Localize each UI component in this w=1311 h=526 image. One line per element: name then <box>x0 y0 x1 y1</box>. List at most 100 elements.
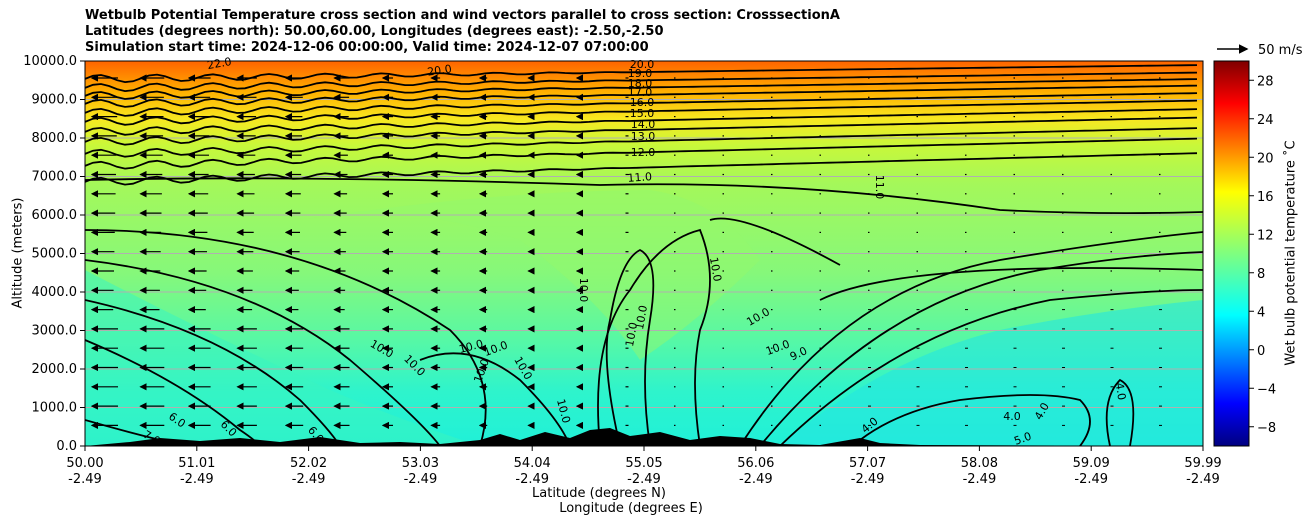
contour-line-lower <box>85 177 1203 215</box>
contour-label: 22.0 <box>206 55 232 72</box>
y-tick-label: 8000.0 <box>32 131 78 146</box>
warm-pocket <box>300 190 760 360</box>
contour-line-lower <box>859 394 1091 446</box>
colorbar-tick-label: 28 <box>1257 74 1274 89</box>
x-tick-label-lon: -2.49 <box>963 472 997 487</box>
contour-label: 10.0 <box>707 256 724 282</box>
colorbar-tick-label: 20 <box>1257 151 1274 166</box>
contour-line-lower <box>605 248 655 446</box>
title-line-3: Simulation start time: 2024-12-06 00:00:… <box>85 40 649 55</box>
contour-label: 10.0 <box>633 304 650 330</box>
x-tick-label-lat: 56.06 <box>737 456 774 471</box>
y-axis: 0.0 1000.0 2000.0 3000.0 4000.0 5000.0 6000.0 7… <box>23 54 85 454</box>
y-tick-label: 1000.0 <box>32 401 78 416</box>
contour-line-lower <box>419 352 571 446</box>
terrain <box>85 428 1203 446</box>
contour-line-upper <box>85 152 1198 186</box>
x-tick-label-lon: -2.49 <box>627 472 661 487</box>
y-tick-label: 0.0 <box>56 439 77 454</box>
contour-line-upper <box>85 92 1198 117</box>
x-tick-label-lon: -2.49 <box>515 472 549 487</box>
x-axis: 50.00-2.4951.01-2.4952.02-2.4953.03-2.49… <box>66 446 1222 487</box>
contour-line-lower <box>759 251 1203 446</box>
contour-label: 20.0 <box>630 58 655 71</box>
y-tick-label: 2000.0 <box>32 362 78 377</box>
contour-label: 14.0 <box>631 118 656 131</box>
y-tick-label: 9000.0 <box>32 93 78 108</box>
contour-line-upper <box>85 84 1198 108</box>
contour-label: 19.0 <box>628 67 653 80</box>
y-tick-label: 4000.0 <box>32 285 78 300</box>
x-tick-label-lon: -2.49 <box>851 472 885 487</box>
chart-title: Wetbulb Potential Temperature cross sect… <box>85 8 840 56</box>
contour-line-upper <box>85 137 1198 170</box>
contour-lines <box>85 64 1203 446</box>
contour-line-lower <box>1105 378 1135 446</box>
contour-label: 4.0 <box>1003 410 1021 423</box>
x-tick-label-lat: 54.04 <box>514 456 551 471</box>
contour-line-lower <box>709 217 841 266</box>
contour-label: 20.0 <box>426 62 452 78</box>
contour-label: 10.0 <box>623 321 640 347</box>
x-tick-label-lon: -2.49 <box>1074 472 1108 487</box>
contour-line-upper <box>85 78 1198 100</box>
contour-line-lower <box>779 289 1203 446</box>
contour-label: 10.0 <box>577 278 590 303</box>
contour-label: 11.0 <box>627 170 652 185</box>
x-axis-label-latitude: Latitude (degrees N) <box>532 486 666 501</box>
cold-region-right <box>780 300 1203 446</box>
colorbar-label: Wet bulb potential temperature ˚C <box>1283 140 1299 366</box>
contour-line-lower <box>739 231 1203 446</box>
y-tick-label: 7000.0 <box>32 170 78 185</box>
contour-line-lower <box>597 228 711 446</box>
contour-label: 16.0 <box>630 96 655 109</box>
y-tick-label: 6000.0 <box>32 208 78 223</box>
wind-vectors <box>90 74 1162 429</box>
x-tick-label-lat: 57.07 <box>849 456 886 471</box>
contour-label: 5.0 <box>1012 430 1033 448</box>
x-tick-label-lat: 59.09 <box>1073 456 1110 471</box>
x-tick-label-lon: -2.49 <box>739 472 773 487</box>
contour-label: 10.0 <box>554 398 573 425</box>
plot-area <box>85 61 1203 446</box>
x-tick-label-lat: 59.99 <box>1184 456 1221 471</box>
contour-label: 10.0 <box>458 337 485 356</box>
x-axis-label-longitude: Longitude (degrees E) <box>559 501 703 516</box>
contour-line-upper <box>85 71 1198 93</box>
x-tick-label-lon: -2.49 <box>180 472 214 487</box>
contour-line-lower <box>819 267 1203 301</box>
colorbar <box>1213 60 1250 447</box>
contour-line-upper <box>85 99 1198 126</box>
contour-label: 15.0 <box>630 107 655 120</box>
contour-line-upper <box>85 127 1198 158</box>
colorbar-tick-label: 8 <box>1257 267 1265 282</box>
x-tick-label-lon: -2.49 <box>68 472 102 487</box>
y-tick-label: 3000.0 <box>32 324 78 339</box>
x-tick-label-lat: 52.02 <box>290 456 327 471</box>
x-tick-label-lat: 55.05 <box>625 456 662 471</box>
y-tick-label: 5000.0 <box>32 247 78 262</box>
contour-line-lower <box>85 259 441 446</box>
contour-label: 12.0 <box>631 146 656 159</box>
x-tick-label-lat: 50.00 <box>66 456 103 471</box>
x-tick-label-lon: -2.49 <box>404 472 438 487</box>
title-line-2: Latitudes (degrees north): 50.00,60.00, … <box>85 24 664 39</box>
contour-line-upper <box>85 64 1198 84</box>
colorbar-tick-label: 12 <box>1257 228 1274 243</box>
y-tick-label: 10000.0 <box>23 54 77 69</box>
colorbar-tick-label: 0 <box>1257 344 1265 359</box>
x-tick-label-lat: 58.08 <box>961 456 998 471</box>
contour-label: 18.0 <box>628 77 653 90</box>
contour-label: 4.0 <box>1113 382 1129 401</box>
x-tick-label-lat: 53.03 <box>402 456 439 471</box>
x-tick-label-lon: -2.49 <box>292 472 326 487</box>
title-line-1: Wetbulb Potential Temperature cross sect… <box>85 8 840 23</box>
colorbar-tick-label: 24 <box>1257 113 1274 128</box>
contour-label: 13.0 <box>631 130 656 143</box>
colorbar-tick-label: −4 <box>1257 382 1276 397</box>
wind-key-label: 50 m/s <box>1258 43 1303 58</box>
colorbar-tick-label: 4 <box>1257 305 1265 320</box>
colorbar-ticks: −8 −4 0 4 8 12 16 20 24 28 <box>1249 74 1276 436</box>
x-tick-label-lon: -2.49 <box>1186 472 1220 487</box>
y-axis-label: Altitude (meters) <box>10 197 26 309</box>
